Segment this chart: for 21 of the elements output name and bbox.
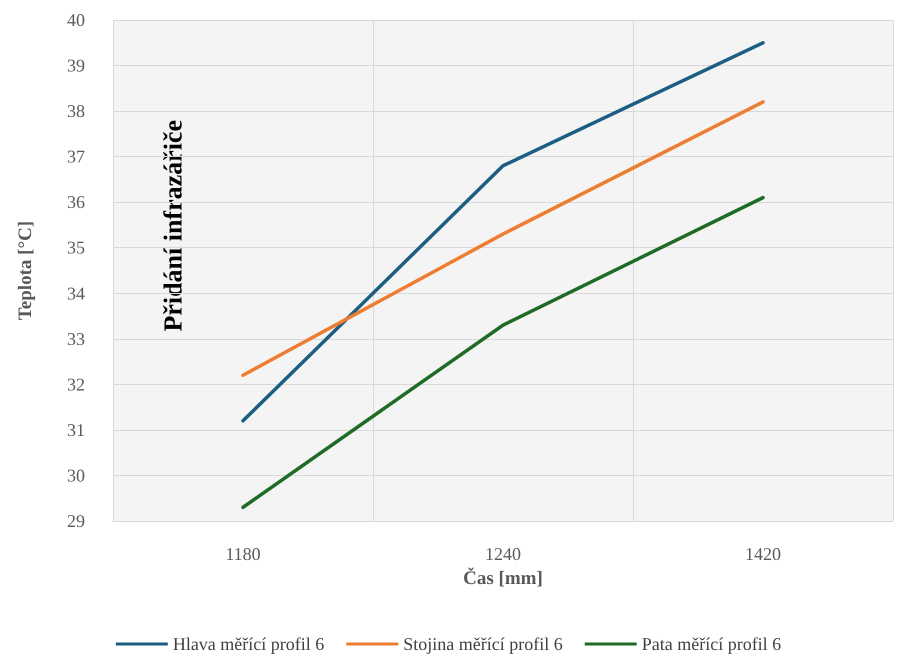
legend-label: Stojina měřící profil 6 xyxy=(403,634,563,654)
y-tick-label: 37 xyxy=(67,146,85,167)
y-tick-label: 39 xyxy=(67,56,85,76)
y-tick-label: 36 xyxy=(67,192,85,212)
y-tick-label: 40 xyxy=(67,10,85,30)
y-tick-label: 31 xyxy=(67,420,85,440)
y-tick-label: 32 xyxy=(67,374,85,394)
legend-label: Pata měřící profil 6 xyxy=(642,634,782,654)
y-tick-label: 35 xyxy=(67,238,85,258)
y-tick-label: 34 xyxy=(67,283,85,304)
legend-label: Hlava měřící profil 6 xyxy=(172,634,324,654)
y-tick-label: 30 xyxy=(67,465,85,486)
y-axis-title: Teplota [°C] xyxy=(15,220,36,320)
annotation: Přidání infrazářiče xyxy=(158,120,188,332)
x-tick-label: 1180 xyxy=(225,544,261,564)
x-tick-label: 1240 xyxy=(485,544,521,564)
x-tick-label: 1420 xyxy=(745,544,781,564)
x-axis-title: Čas [mm] xyxy=(463,567,543,589)
y-tick-label: 29 xyxy=(67,511,85,531)
y-tick-label: 38 xyxy=(67,101,85,122)
y-tick-label: 33 xyxy=(67,328,85,349)
